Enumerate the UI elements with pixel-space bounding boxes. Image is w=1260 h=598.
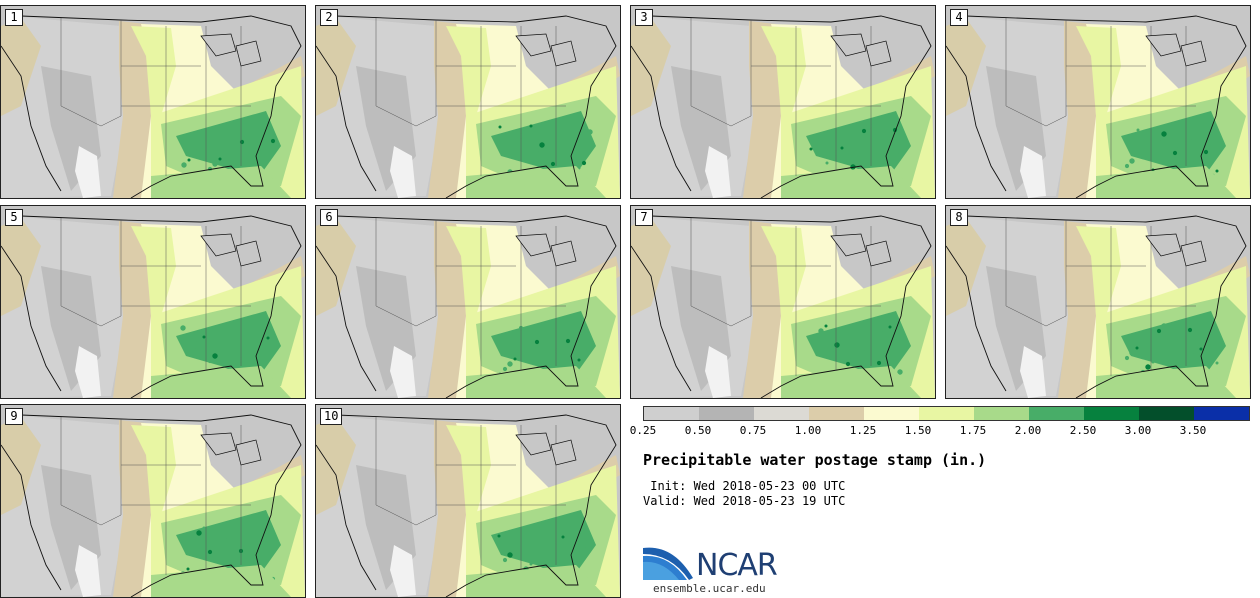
colorbar-swatch [699, 407, 754, 420]
ensemble-url: ensemble.ucar.edu [653, 582, 766, 595]
colorbar-tick: 2.00 [1014, 424, 1042, 437]
colorbar-tick: 1.25 [849, 424, 877, 437]
plot-title: Precipitable water postage stamp (in.) [643, 451, 987, 469]
colorbar-tick: 0.75 [739, 424, 767, 437]
colorbar-swatch [1084, 407, 1139, 420]
ensemble-member-label: 6 [320, 209, 338, 226]
colorbar-swatch [809, 407, 864, 420]
ncar-logo-text: NCAR [696, 548, 778, 583]
ensemble-member-label: 7 [635, 209, 653, 226]
colorbar-tick: 2.50 [1069, 424, 1097, 437]
postage-stamp-map: 1 [0, 5, 306, 199]
postage-stamp-map: 6 [315, 205, 621, 399]
valid-time: Valid: Wed 2018-05-23 19 UTC [643, 494, 846, 508]
colorbar-swatch [644, 407, 699, 420]
colorbar-tick: 1.50 [904, 424, 932, 437]
init-time: Init: Wed 2018-05-23 00 UTC [643, 479, 846, 493]
colorbar-swatch [754, 407, 809, 420]
colorbar-tick: 1.75 [959, 424, 987, 437]
postage-stamp-map: 4 [945, 5, 1251, 199]
ensemble-member-label: 2 [320, 9, 338, 26]
colorbar-tick: 1.00 [794, 424, 822, 437]
ensemble-member-label: 4 [950, 9, 968, 26]
ensemble-member-label: 5 [5, 209, 23, 226]
colorbar-tick: 3.50 [1179, 424, 1207, 437]
colorbar-swatch [919, 407, 974, 420]
colorbar-swatch [864, 407, 919, 420]
colorbar-swatch [974, 407, 1029, 420]
ensemble-member-label: 1 [5, 9, 23, 26]
colorbar-swatch [1194, 407, 1249, 420]
ncar-logo-icon [643, 547, 693, 580]
colorbar-tick: 0.25 [629, 424, 657, 437]
postage-stamp-map: 3 [630, 5, 936, 199]
ensemble-member-label: 10 [320, 408, 343, 425]
colorbar-tick: 0.50 [684, 424, 712, 437]
postage-stamp-map: 7 [630, 205, 936, 399]
postage-stamp-map: 2 [315, 5, 621, 199]
colorbar-swatch [1029, 407, 1084, 420]
ensemble-member-label: 3 [635, 9, 653, 26]
ensemble-member-label: 9 [5, 408, 23, 425]
colorbar-swatch [1139, 407, 1194, 420]
postage-stamp-map: 10 [315, 404, 621, 598]
postage-stamp-map: 9 [0, 404, 306, 598]
postage-stamp-map: 5 [0, 205, 306, 399]
postage-stamp-map: 8 [945, 205, 1251, 399]
colorbar-tick: 3.00 [1124, 424, 1152, 437]
ensemble-member-label: 8 [950, 209, 968, 226]
colorbar [643, 406, 1250, 421]
colorbar-tick-labels: 0.25 0.50 0.75 1.00 1.25 1.50 1.75 2.00 2.50 3.00… [630, 424, 1248, 438]
